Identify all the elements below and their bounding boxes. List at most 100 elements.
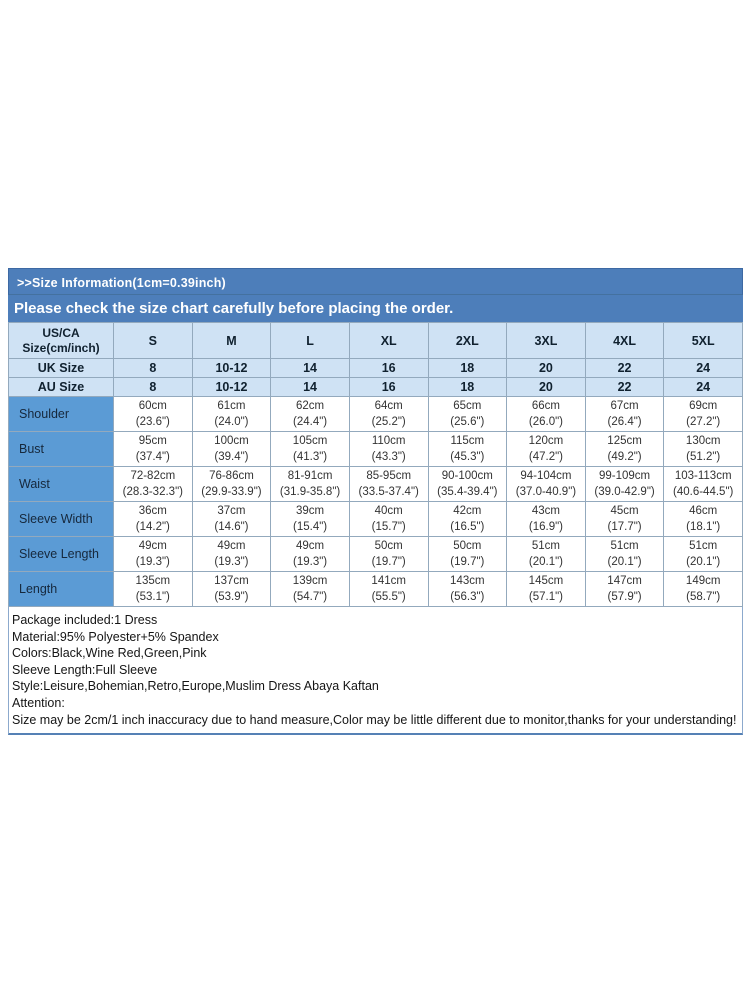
value-cm: 51cm (610, 540, 639, 552)
corner-header-line1: US/CA (42, 325, 80, 340)
detail-attention: Attention: (12, 695, 65, 710)
value-cm: 66cm (531, 400, 560, 412)
measurement-label: Shoulder (8, 396, 114, 432)
value-cm: 141cm (371, 575, 406, 587)
measurement-value-cell: 125cm (49.2") (584, 431, 665, 467)
measurement-value-cell: 49cm (19.3") (191, 536, 272, 572)
uk-size-value: 24 (663, 358, 743, 378)
measurement-value-cell: 67cm (26.4") (584, 396, 665, 432)
size-chart-panel: >>Size Information(1cm=0.39inch) Please … (8, 268, 743, 736)
measurement-value-cell: 81-91cm (31.9-35.8") (270, 466, 350, 502)
value-inch: (58.7") (686, 591, 721, 603)
uk-size-value: 18 (427, 358, 508, 378)
value-inch: (23.6") (135, 416, 170, 428)
value-inch: (53.9") (214, 591, 249, 603)
size-column-header-m: M (191, 322, 272, 359)
measurement-row-waist: Waist 72-82cm (28.3-32.3") 76-86cm (29.9-3… (8, 466, 743, 502)
size-column-header-5xl: 5XL (663, 322, 743, 359)
size-column-header-xl: XL (348, 322, 429, 359)
uk-size-label: UK Size (8, 358, 114, 378)
measurement-value-cell: 49cm (19.3") (113, 536, 193, 572)
au-size-label: AU Size (8, 377, 114, 397)
value-inch: (27.2") (686, 416, 721, 428)
value-inch: (18.1") (686, 521, 721, 533)
value-inch: (19.7") (450, 556, 485, 568)
au-size-value: 8 (113, 377, 193, 397)
value-inch: (15.7") (371, 521, 406, 533)
value-cm: 135cm (135, 575, 171, 587)
measurement-row-bust: Bust 95cm (37.4") 100cm (39.4") 105cm (41.3… (8, 431, 743, 467)
value-cm: 65cm (453, 400, 482, 412)
detail-material: Material:95% Polyester+5% Spandex (12, 629, 219, 644)
au-size-value: 24 (663, 377, 743, 397)
measurement-value-cell: 45cm (17.7") (584, 501, 665, 537)
value-cm: 42cm (453, 505, 482, 517)
uk-size-value: 14 (270, 358, 350, 378)
value-inch: (57.9") (607, 591, 642, 603)
au-size-value: 20 (506, 377, 586, 397)
value-cm: 125cm (607, 435, 642, 447)
value-cm: 60cm (138, 400, 167, 412)
measurement-label: Waist (8, 466, 114, 502)
measurement-value-cell: 103-113cm (40.6-44.5") (663, 466, 743, 502)
measurement-value-cell: 36cm (14.2") (113, 501, 193, 537)
size-column-header-l: L (270, 322, 350, 359)
au-size-value: 22 (584, 377, 665, 397)
measurement-value-cell: 51cm (20.1") (584, 536, 665, 572)
value-cm: 64cm (374, 400, 403, 412)
value-cm: 76-86cm (209, 470, 254, 482)
value-cm: 72-82cm (130, 470, 176, 482)
value-cm: 95cm (138, 435, 167, 447)
measurement-value-cell: 143cm (56.3") (427, 571, 508, 607)
measurement-value-cell: 51cm (20.1") (663, 536, 743, 572)
measurement-value-cell: 49cm (19.3") (270, 536, 350, 572)
value-inch: (40.6-44.5") (673, 486, 734, 498)
corner-header-cell: US/CA Size(cm/inch) (8, 322, 114, 359)
detail-sleeve-length: Sleeve Length:Full Sleeve (12, 662, 158, 677)
value-inch: (20.1") (686, 556, 721, 568)
measurement-value-cell: 137cm (53.9") (191, 571, 272, 607)
measurement-value-cell: 99-109cm (39.0-42.9") (584, 466, 665, 502)
value-cm: 90-100cm (441, 470, 493, 482)
value-cm: 36cm (138, 505, 167, 517)
uk-size-row: UK Size 8 10-12 14 16 18 20 22 24 (8, 358, 743, 378)
value-inch: (56.3") (450, 591, 485, 603)
value-inch: (26.0") (528, 416, 563, 428)
size-information-title: >>Size Information(1cm=0.39inch) (8, 268, 743, 295)
detail-package: Package included:1 Dress (12, 613, 158, 627)
value-inch: (35.4-39.4") (437, 486, 498, 498)
value-inch: (39.4") (214, 451, 249, 463)
measurement-value-cell: 69cm (27.2") (663, 396, 743, 432)
value-cm: 110cm (371, 435, 406, 447)
size-column-header-s: S (113, 322, 193, 359)
measurement-value-cell: 72-82cm (28.3-32.3") (113, 466, 193, 502)
measurement-value-cell: 139cm (54.7") (270, 571, 350, 607)
value-cm: 105cm (292, 435, 328, 447)
value-cm: 143cm (450, 575, 485, 587)
value-inch: (31.9-35.8") (279, 486, 341, 498)
value-inch: (24.0") (214, 416, 249, 428)
value-cm: 137cm (214, 575, 249, 587)
measurement-value-cell: 130cm (51.2") (663, 431, 743, 467)
measurement-value-cell: 147cm (57.9") (584, 571, 665, 607)
value-inch: (25.6") (450, 416, 485, 428)
value-inch: (57.1") (528, 591, 563, 603)
measurement-value-cell: 50cm (19.7") (348, 536, 429, 572)
detail-disclaimer: Size may be 2cm/1 inch inaccuracy due to… (12, 712, 737, 727)
value-cm: 81-91cm (287, 470, 333, 482)
size-header-row: US/CA Size(cm/inch) S M L XL 2XL 3XL 4XL… (8, 322, 743, 359)
measurement-label: Bust (8, 431, 114, 467)
value-inch: (14.6") (214, 521, 249, 533)
value-inch: (24.4") (293, 416, 328, 428)
measurement-row-shoulder: Shoulder 60cm (23.6") 61cm (24.0") 62cm (24… (8, 396, 743, 432)
measurement-value-cell: 76-86cm (29.9-33.9") (191, 466, 272, 502)
measurement-value-cell: 40cm (15.7") (348, 501, 429, 537)
value-inch: (15.4") (293, 521, 328, 533)
measurement-row-sleeve-length: Sleeve Length 49cm (19.3") 49cm (19.3") 49… (8, 536, 743, 572)
measurement-label: Sleeve Width (8, 501, 114, 537)
value-cm: 130cm (685, 435, 721, 447)
measurement-value-cell: 149cm (58.7") (663, 571, 743, 607)
size-chart-notice: Please check the size chart carefully be… (14, 300, 454, 317)
value-inch: (14.2") (135, 521, 170, 533)
